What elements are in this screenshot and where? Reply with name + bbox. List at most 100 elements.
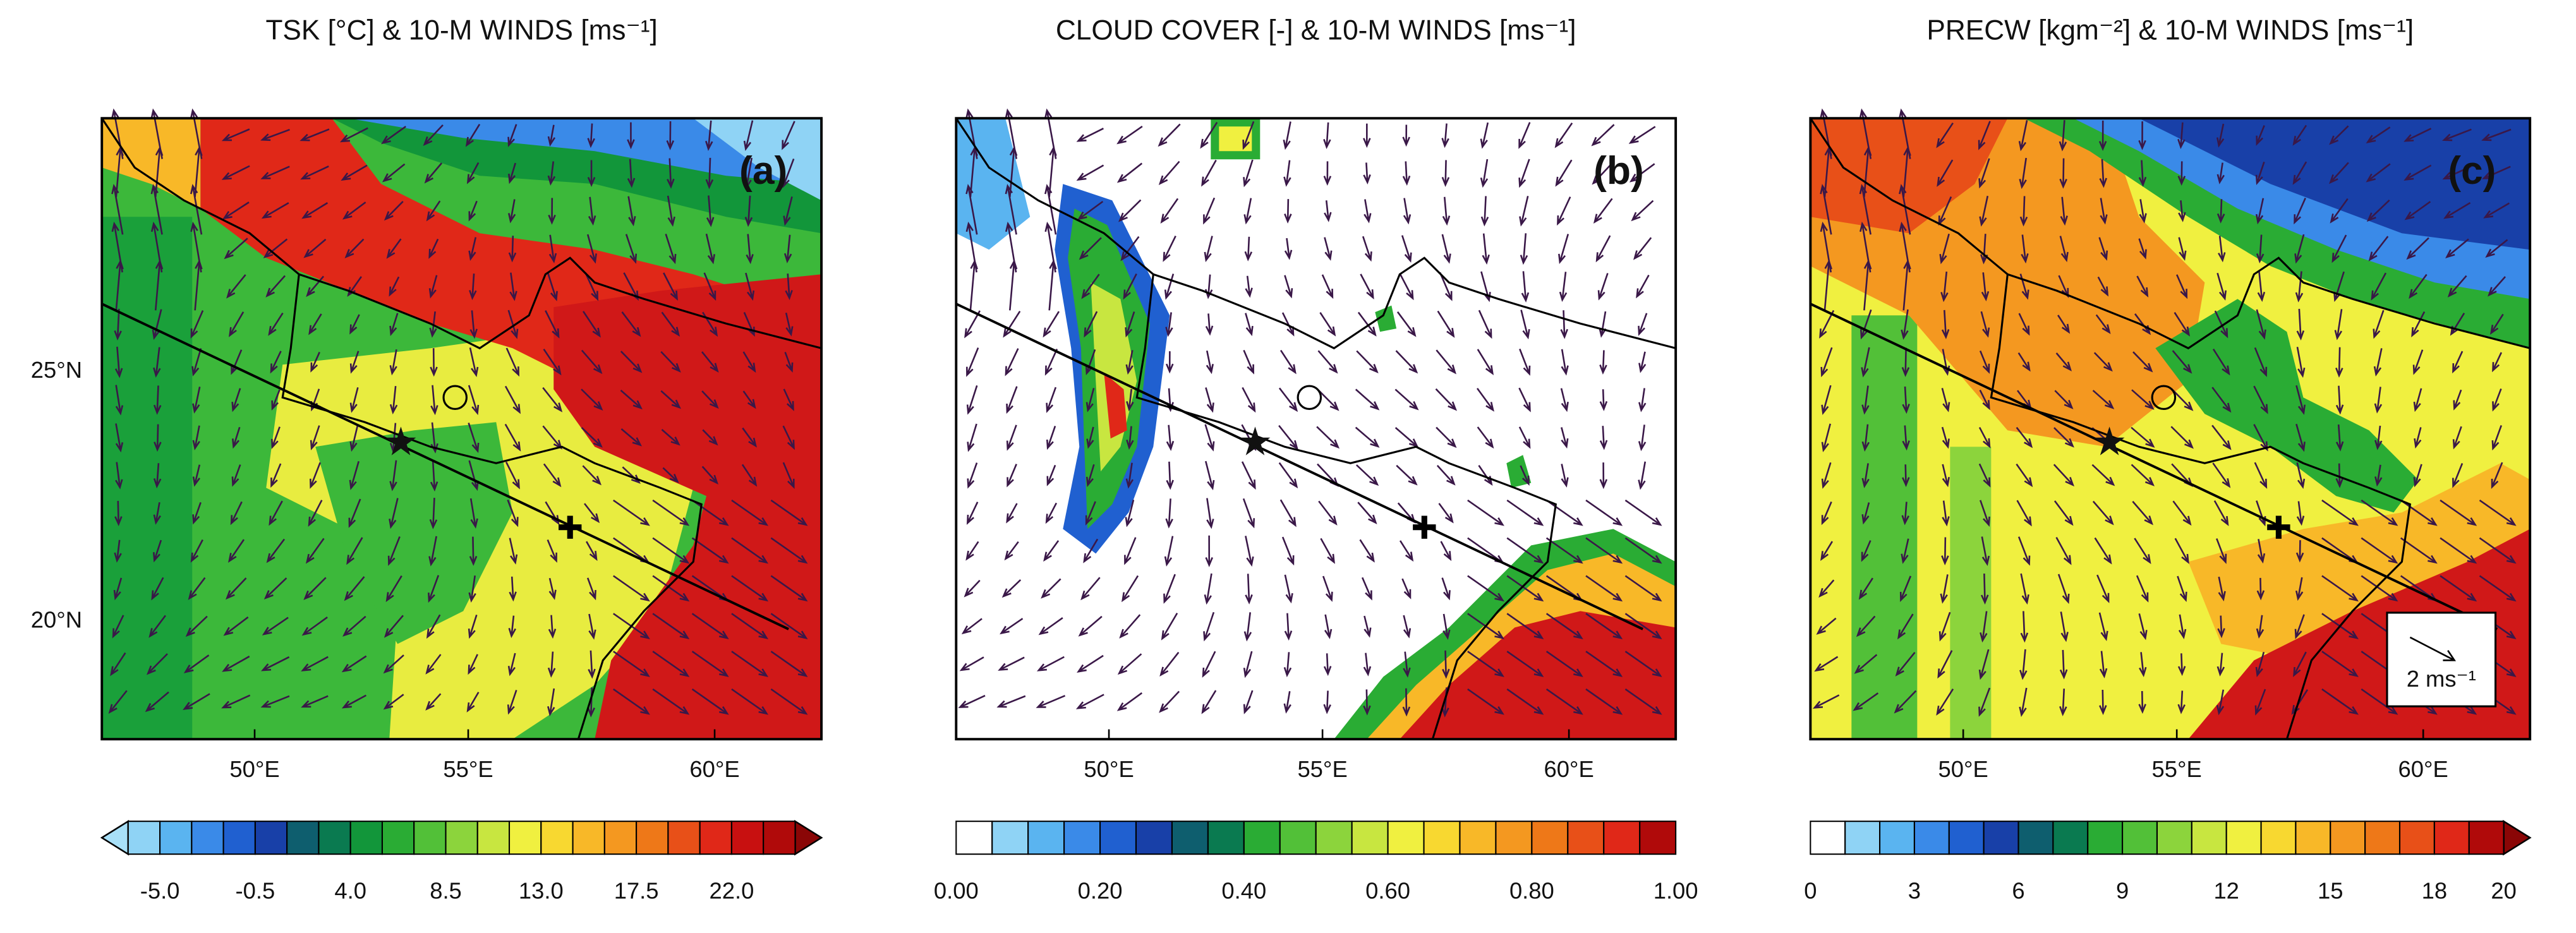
wind-arrow [1084,311,1098,338]
wind-arrow [1323,690,1331,714]
field-band [2155,299,2419,513]
panel-label: (c) [2448,149,2496,193]
wind-arrow [547,272,558,301]
colorbar-box [1135,821,1173,855]
colorbar-box [254,821,288,855]
map-frame [1809,117,2532,741]
wind-arrow [387,536,401,566]
wind-arrow [231,388,241,412]
wind-arrow [2256,309,2266,340]
colorbar-box [2052,821,2089,855]
wind-arrow [1158,123,1181,147]
panel: CLOUD COVER [-] & 10-M WINDS [ms⁻¹] ★ (b) 5… [934,15,1698,903]
wind-arrow [1518,387,1531,412]
wind-arrow [2057,574,2070,605]
wind-arrow [663,272,678,301]
wind-arrow [1902,425,1910,451]
wind-arrow [2016,426,2033,448]
wind-arrow [1044,348,1058,376]
colorbar-box [2087,821,2124,855]
wind-arrow [1978,687,1991,717]
wind-arrow [2218,576,2226,601]
wind-arrow [1894,690,1917,714]
wind-arrow [1201,159,1217,187]
wind-arrow [301,695,329,708]
wind-arrow [1243,651,1253,678]
wind-arrow [1441,234,1451,264]
coastline [1135,274,1557,740]
wind-arrow [613,651,650,677]
wind-arrow [691,651,729,677]
wind-arrow [1561,464,1569,488]
coastline [281,274,703,740]
wind-arrow [260,128,290,141]
wind-arrow [2440,499,2477,526]
wind-arrow [384,200,404,221]
wind-arrow [1164,274,1175,300]
wind-arrow [702,429,718,446]
wind-arrow [2295,577,2304,601]
map-frame [955,117,1678,741]
wind-arrow [2296,347,2306,378]
wind-arrow [1979,500,1990,527]
wind-arrow [190,184,203,235]
wind-arrow [1939,233,1950,265]
wind-arrow [1316,426,1340,449]
wind-arrow [468,200,478,222]
wind-arrow [783,196,793,226]
wind-arrow [1284,574,1293,604]
wind-arrow [2361,688,2398,715]
wind-arrow [1636,274,1650,299]
wind-arrow [2491,462,2503,490]
wind-arrow [652,499,690,526]
wind-arrow [627,122,635,150]
wind-arrow [115,145,124,198]
wind-arrow [2216,538,2227,564]
wind-arrow [2059,649,2068,680]
wind-arrow [1159,651,1180,677]
wind-arrow [221,165,250,180]
wind-arrow [1478,310,1492,339]
wind-arrow [2016,500,2032,527]
wind-arrow [1978,463,1991,488]
wind-arrow [222,655,250,672]
wind-arrow [1125,350,1134,375]
wind-arrow [2294,234,2305,264]
wind-arrow [509,272,517,301]
wind-arrow [1284,613,1293,641]
wind-arrow [652,575,690,602]
wind-arrow [1083,538,1099,563]
wind-arrow [1585,613,1623,640]
colorbar-label: 0.20 [1078,877,1123,903]
wind-arrow [1355,464,1379,486]
wind-arrow [1357,502,1377,524]
wind-arrow [1861,347,1870,378]
colorbar-label: 0.00 [934,877,979,903]
wind-arrow [613,575,650,602]
wind-arrow [701,351,719,373]
wind-arrow [966,385,978,415]
wind-arrow [1585,688,1623,715]
colorbar-box [1879,821,1915,855]
wind-arrow [2138,160,2147,187]
wind-arrow [1402,688,1411,717]
wind-arrow [547,651,556,678]
wind-arrow [588,650,596,679]
wind-arrow [423,124,444,146]
wind-arrow [1242,121,1255,150]
wind-arrow [702,311,718,337]
wind-arrow [2492,352,2503,373]
colorbar-extend [794,819,823,856]
wind-arrow [1394,388,1419,411]
wind-arrow [185,615,208,637]
wind-arrow [2019,274,2029,300]
wind-arrow [1206,350,1214,375]
wind-arrow [192,502,202,525]
wind-arrow [1592,161,1614,185]
wind-arrow [153,347,161,378]
wind-arrow [1357,311,1377,337]
wind-arrow [543,463,562,488]
wind-arrow [1125,462,1134,489]
colorbar-label: 3 [1908,877,1921,903]
wind-arrow [1441,160,1450,187]
